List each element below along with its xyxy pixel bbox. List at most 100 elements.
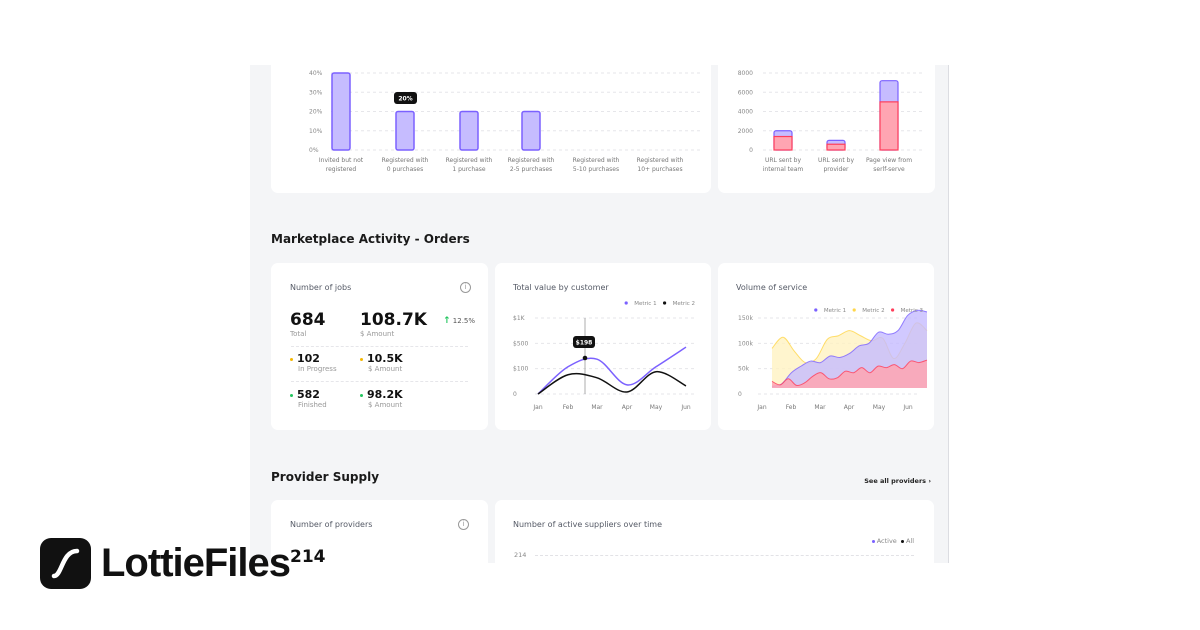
legend-label: Metric 1 <box>634 301 656 307</box>
x-tick-label: Jan <box>532 404 542 411</box>
x-tick-label: May <box>650 404 663 411</box>
number-of-providers-card: Number of providers i 214 <box>271 500 488 563</box>
x-tick-label: registered <box>326 166 357 173</box>
y-tick-label: 150k <box>738 315 753 322</box>
tooltip <box>573 336 595 348</box>
status-dot <box>360 357 363 361</box>
x-tick-label: Jun <box>680 404 691 411</box>
x-tick-label: Jun <box>902 404 913 411</box>
bar <box>395 110 415 151</box>
tooltip-label: $198 <box>576 340 593 347</box>
finished-amount: 98.2K <box>367 388 403 401</box>
bar <box>521 110 541 151</box>
x-tick-label: Feb <box>563 404 574 411</box>
x-tick-label: May <box>873 404 886 411</box>
amount-label: $ Amount <box>360 330 395 338</box>
divider <box>291 381 468 382</box>
x-tick-label: Page view from <box>866 157 912 164</box>
lottiefiles-logo: LottieFiles <box>40 538 291 589</box>
active-suppliers-card: Number of active suppliers over time Act… <box>495 500 934 563</box>
info-icon[interactable]: i <box>460 282 471 293</box>
x-tick-label: Registered with <box>382 157 429 164</box>
status-dot <box>360 393 363 397</box>
status-dot <box>290 393 293 397</box>
in-progress-amount-label: $ Amount <box>368 365 403 373</box>
y-tick-label: 10% <box>309 128 323 135</box>
purchase-funnel-chart: 40% 30% 20% 10% 0%Invited but not registered R… <box>309 70 701 173</box>
legend-dot <box>624 301 628 305</box>
divider <box>291 346 468 347</box>
y-tick-label: 30% <box>309 89 323 96</box>
in-progress-amount: 10.5K <box>367 352 403 365</box>
x-tick-label: Apr <box>622 404 633 411</box>
providers-value: 214 <box>290 547 326 563</box>
y-tick-label: 2000 <box>738 128 753 135</box>
chart-legend: Active All <box>871 537 914 545</box>
total-value-card: Total value by customer $1K $500 $100 0 Jan F… <box>495 263 711 430</box>
legend-dot <box>814 308 818 312</box>
see-all-providers-link[interactable]: See all providers › <box>864 477 931 485</box>
finished-amount-label: $ Amount <box>368 401 403 409</box>
x-tick-label: URL sent by <box>765 157 801 164</box>
x-tick-label: 1 purchase <box>452 166 486 173</box>
y-tick-label: 4000 <box>738 109 753 116</box>
bar <box>459 110 479 151</box>
total-label: Total <box>290 330 307 338</box>
y-tick-label: 0 <box>749 147 753 154</box>
volume-of-service-chart: 150k 100k 50k 0 Jan Feb Mar Apr May Jun Metric 3 Me… <box>738 308 928 411</box>
y-tick-label: 6000 <box>738 89 753 96</box>
x-tick-label: 5-10 purchases <box>573 166 619 173</box>
info-icon[interactable]: i <box>458 519 469 530</box>
legend-label: Metric 3 <box>901 308 924 314</box>
change-badge: ↑ 12.5% <box>443 316 475 326</box>
purchase-funnel-card: 40% 30% 20% 10% 0% Invited but not registered R… <box>271 65 711 193</box>
x-tick-label: Mar <box>814 404 826 411</box>
x-tick-label: Registered with <box>508 157 555 164</box>
x-tick-label: Registered with <box>637 157 684 164</box>
in-progress-value: 102 <box>297 352 320 365</box>
legend-active: Active <box>876 537 897 545</box>
card-title: Number of jobs <box>290 283 352 292</box>
logo-text: LottieFiles <box>101 541 291 585</box>
see-all-label: See all providers <box>864 477 927 485</box>
y-tick-label: 0 <box>513 391 517 398</box>
legend-dot <box>852 308 856 312</box>
legend-label: Metric 2 <box>862 308 884 314</box>
series-line <box>537 370 687 395</box>
x-tick-label: serlf-serve <box>873 166 905 173</box>
series-line <box>771 309 928 387</box>
y-tick-label: 50k <box>738 366 750 373</box>
y-tick-label: $100 <box>513 366 528 373</box>
bar <box>331 72 351 151</box>
total-value-chart: $1K $500 $100 0 Jan Feb Mar Apr May Jun Metric 2 Me… <box>513 301 695 411</box>
x-tick-label: provider <box>824 166 850 173</box>
legend-dot <box>871 539 875 543</box>
x-tick-label: Registered with <box>573 157 620 164</box>
total-jobs-value: 684 <box>290 310 326 330</box>
hover-point <box>582 355 588 361</box>
y-tick-label: 8000 <box>738 70 753 77</box>
card-title: Number of providers <box>290 520 373 529</box>
x-tick-label: Registered with <box>446 157 493 164</box>
x-tick-label: Invited but not <box>319 157 364 164</box>
lottiefiles-logo-icon <box>40 538 91 589</box>
x-tick-label: Apr <box>844 404 855 411</box>
legend-dot <box>663 301 667 305</box>
x-tick-label: internal team <box>763 166 804 173</box>
y-tick-label: $500 <box>513 340 528 347</box>
legend-label: Metric 1 <box>824 308 846 314</box>
legend-dot <box>891 308 895 312</box>
in-progress-label: In Progress <box>298 365 337 373</box>
bar <box>879 101 899 151</box>
card-title: Volume of service <box>736 283 808 292</box>
bar <box>773 135 793 151</box>
x-tick-label: Jan <box>756 404 766 411</box>
status-dot <box>290 357 293 361</box>
series-line <box>771 359 928 387</box>
dashboard-screenshot: 40% 30% 20% 10% 0% Invited but not registered R… <box>250 65 949 563</box>
legend-dot <box>900 539 904 543</box>
finished-value: 582 <box>297 388 320 401</box>
x-tick-label: Feb <box>786 404 797 411</box>
section-heading-supply: Provider Supply <box>271 470 380 484</box>
x-tick-label: 10+ purchases <box>637 166 682 173</box>
